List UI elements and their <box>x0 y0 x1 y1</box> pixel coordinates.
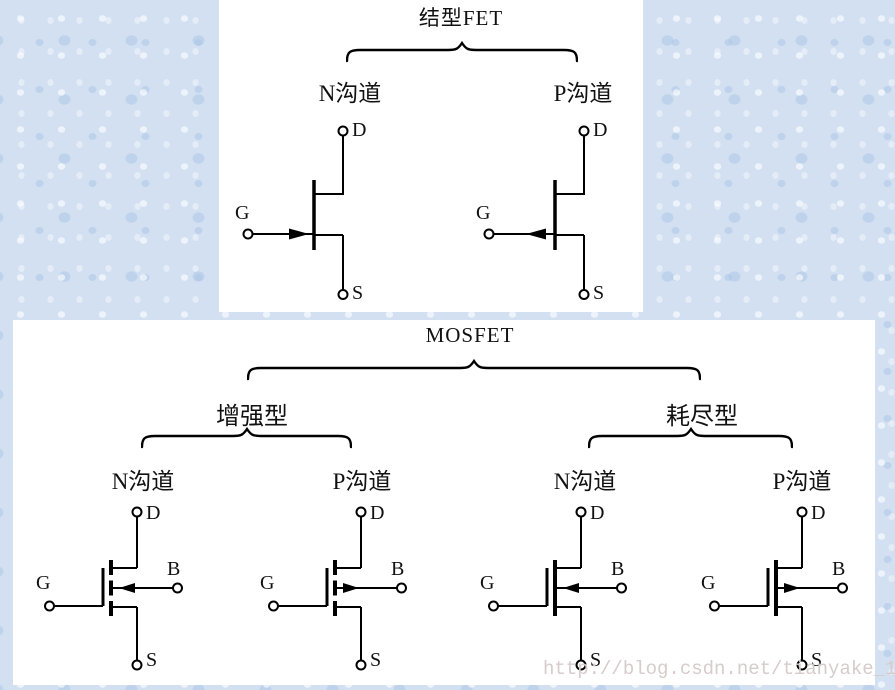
gate-label: G <box>235 202 250 224</box>
jfet-panel: 结型FET N沟道 P沟道 G D S <box>219 0 643 312</box>
gate-label: G <box>260 572 275 594</box>
dep-p-channel-label: P沟道 <box>772 469 832 494</box>
mosfet-title: MOSFET <box>425 323 515 347</box>
depletion-group-label: 耗尽型 <box>666 404 738 430</box>
mosfet-dep-n-symbol: G D B S <box>479 502 639 672</box>
jfet-p-symbol-drawing <box>483 125 590 300</box>
watermark-text: http://blog.csdn.net/tianyake_1 <box>543 658 895 680</box>
bulk-label: B <box>832 558 846 580</box>
bulk-label: B <box>611 558 625 580</box>
jfet-p-symbol: G D S <box>474 118 624 308</box>
mosfet-brace-icon <box>247 358 701 381</box>
drain-label: D <box>811 502 826 524</box>
drain-label: D <box>352 119 367 141</box>
bulk-label: B <box>391 558 405 580</box>
enh-p-channel-label: P沟道 <box>332 469 392 494</box>
gate-label: G <box>36 572 51 594</box>
source-label: S <box>593 282 605 304</box>
drain-label: D <box>146 502 161 524</box>
dep-n-channel-label: N沟道 <box>553 469 617 494</box>
mosfet-enh-p-symbol-drawing <box>268 506 407 671</box>
jfet-n-symbol: G D S <box>233 118 383 308</box>
bulk-label: B <box>167 558 181 580</box>
enh-n-channel-label: N沟道 <box>111 469 175 494</box>
mosfet-dep-n-symbol-drawing <box>488 506 627 671</box>
depletion-brace-icon <box>588 426 793 449</box>
source-label: S <box>370 649 382 671</box>
gate-label: G <box>480 572 495 594</box>
jfet-n-symbol-drawing <box>242 125 349 300</box>
source-label: S <box>590 649 602 671</box>
enhancement-brace-icon <box>141 426 352 449</box>
mosfet-dep-p-symbol-drawing <box>709 506 848 671</box>
drain-label: D <box>593 119 608 141</box>
drain-label: D <box>590 502 605 524</box>
jfet-p-channel-label: P沟道 <box>553 81 613 106</box>
mosfet-enh-n-symbol-drawing <box>44 506 183 671</box>
gate-label: G <box>701 572 716 594</box>
mosfet-panel: MOSFET 增强型 耗尽型 N沟道 P沟道 N沟道 P沟道 <box>13 320 875 685</box>
source-label: S <box>811 649 823 671</box>
source-label: S <box>146 649 158 671</box>
jfet-brace-icon <box>346 40 578 63</box>
mosfet-enh-n-symbol: G D B S <box>35 502 195 672</box>
source-label: S <box>352 282 364 304</box>
jfet-n-channel-label: N沟道 <box>318 81 382 106</box>
enhancement-group-label: 增强型 <box>216 404 288 430</box>
gate-label: G <box>476 202 491 224</box>
drain-label: D <box>370 502 385 524</box>
jfet-title: 结型FET <box>418 6 504 30</box>
mosfet-enh-p-symbol: G D B S <box>259 502 419 672</box>
mosfet-dep-p-symbol: G D B S <box>700 502 860 672</box>
